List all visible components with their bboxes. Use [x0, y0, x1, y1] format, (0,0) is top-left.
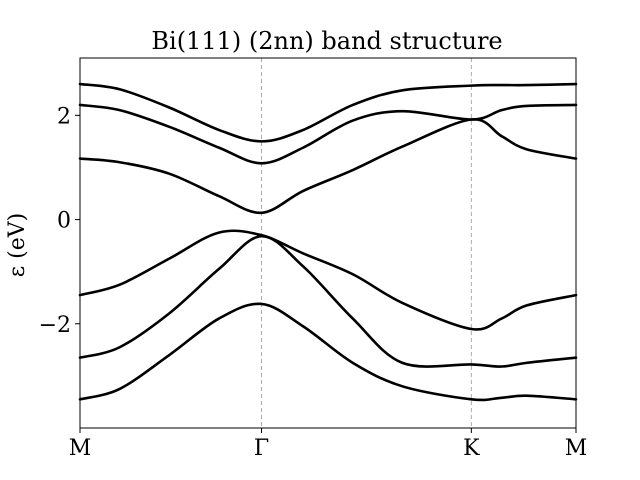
band-line-4 [78, 229, 578, 331]
y-tick-label-0: −2 [39, 313, 71, 338]
band-line-1 [78, 82, 578, 143]
high-symmetry-lines [261, 58, 472, 428]
y-tick-label-2: 2 [57, 104, 71, 129]
band-line-3 [78, 118, 578, 215]
band-line-6 [78, 302, 578, 402]
y-axis-label: ε (eV) [5, 213, 30, 277]
x-tick-label-3: M [565, 436, 588, 461]
band-lines [78, 82, 578, 402]
plot-frame [79, 57, 577, 429]
chart-title: Bi(111) (2nn) band structure [151, 27, 502, 55]
x-tick-label-0: M [69, 436, 92, 461]
x-tick-label-2: K [463, 436, 480, 461]
y-tick-label-1: 0 [57, 209, 71, 234]
y-ticks: −2 0 2 [39, 104, 80, 338]
band-line-5 [78, 234, 578, 368]
x-tick-label-1: Γ [254, 436, 269, 461]
band-line-2 [78, 103, 578, 165]
